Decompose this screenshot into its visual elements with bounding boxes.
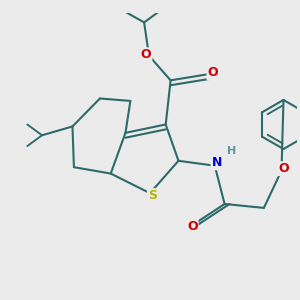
Text: O: O <box>141 48 152 61</box>
Text: H: H <box>227 146 237 156</box>
Text: O: O <box>208 67 218 80</box>
Text: S: S <box>148 189 157 202</box>
Text: O: O <box>279 162 289 175</box>
Text: O: O <box>187 220 197 233</box>
Text: N: N <box>212 156 222 169</box>
